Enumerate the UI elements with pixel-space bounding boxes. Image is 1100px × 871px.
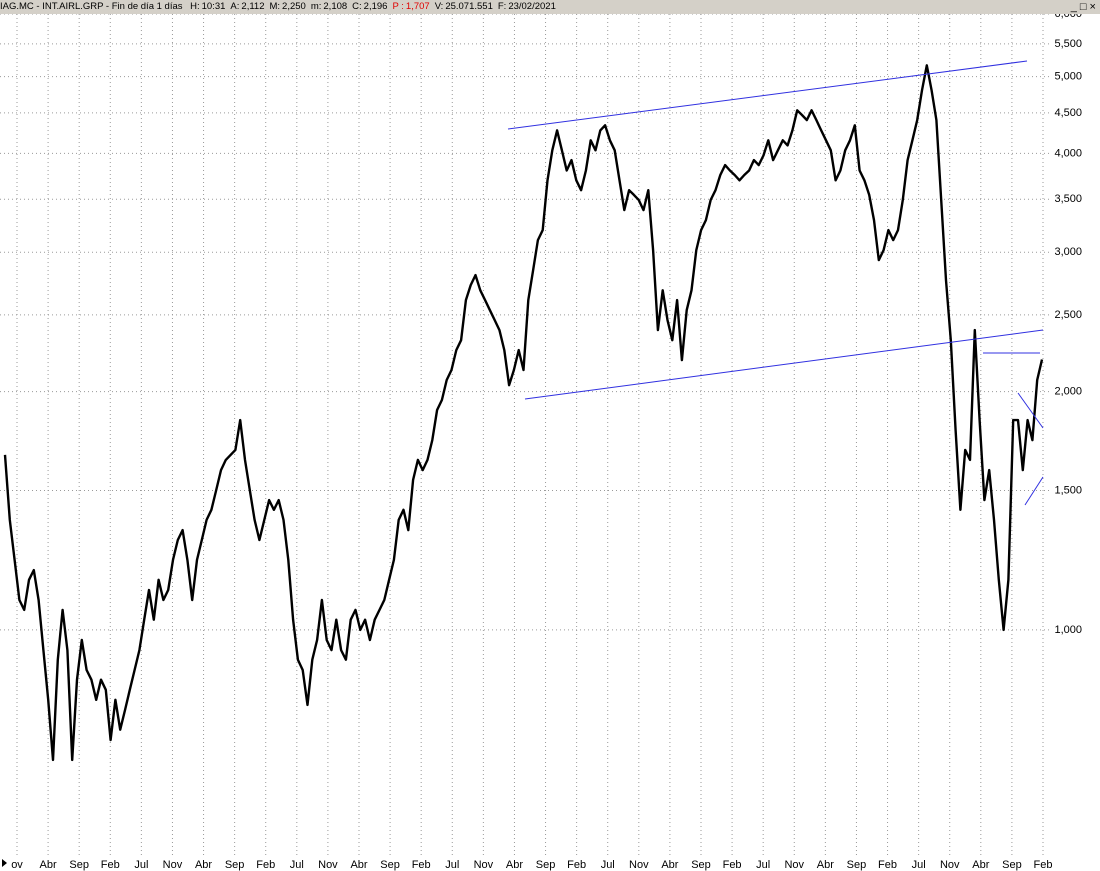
x-tick-label: Nov <box>318 859 338 871</box>
field: P :1,707 <box>392 1 429 12</box>
field-label: V: <box>434 1 444 12</box>
x-tick-label: Sep <box>1002 859 1022 871</box>
x-tick-label: Nov <box>163 859 183 871</box>
x-tick-label: Abr <box>195 859 212 871</box>
field: H: 10:31 <box>190 1 225 12</box>
x-tick-label: Jul <box>756 859 770 871</box>
x-tick-label: Nov <box>940 859 960 871</box>
field: M: 2,250 <box>269 1 305 12</box>
x-tick-label: Jul <box>290 859 304 871</box>
x-tick-label: Jul <box>912 859 926 871</box>
x-tick-label: Feb <box>101 859 120 871</box>
field-label: H: <box>190 1 200 12</box>
field: F: 23/02/2021 <box>498 1 556 12</box>
x-tick-label: Nov <box>629 859 649 871</box>
field-label: F: <box>497 1 507 12</box>
trend-line <box>1017 392 1044 429</box>
field-value: 25.071.551 <box>445 1 493 12</box>
x-tick-label: Abr <box>972 859 989 871</box>
y-tick-label: 1,000 <box>1054 624 1082 636</box>
x-tick-label: Abr <box>661 859 678 871</box>
y-tick-label: 3,500 <box>1054 193 1082 205</box>
x-tick-label: Feb <box>412 859 431 871</box>
y-tick-label: 4,500 <box>1054 107 1082 119</box>
field-value: 1,707 <box>405 1 430 12</box>
field-value: 2,196 <box>363 1 388 12</box>
x-tick-label: Abr <box>350 859 367 871</box>
field: V: 25.071.551 <box>435 1 493 12</box>
y-tick-label: 2,000 <box>1054 386 1082 398</box>
x-tick-label: Abr <box>506 859 523 871</box>
y-tick-label: 5,000 <box>1054 71 1082 83</box>
y-tick-label: 2,500 <box>1054 309 1082 321</box>
field-value: 23/02/2021 <box>508 1 556 12</box>
field-label: m: <box>310 1 322 12</box>
trend-line <box>524 329 1044 400</box>
field-label: A: <box>230 1 240 12</box>
x-tick-label: Feb <box>256 859 275 871</box>
field-label: P : <box>392 1 404 12</box>
x-tick-label: Nov <box>474 859 494 871</box>
field-value: 2,250 <box>282 1 306 12</box>
x-tick-label: Jul <box>134 859 148 871</box>
x-tick-label: Feb <box>1034 859 1053 871</box>
x-tick-label: Abr <box>817 859 834 871</box>
symbol: IAG.MC - INT.AIRL.GRP - Fin de día 1 día… <box>0 1 183 12</box>
x-tick-label: Sep <box>225 859 245 871</box>
y-tick-label: 3,000 <box>1054 246 1082 258</box>
field-value: 2,112 <box>241 1 265 12</box>
field: C: 2,196 <box>352 1 387 12</box>
field-value: 10:31 <box>201 1 226 12</box>
x-tick-label: Sep <box>691 859 711 871</box>
y-tick-label: 5,500 <box>1054 38 1082 50</box>
axes: 1,000 1,500 2,000 2,500 3,000 3,500 4,000 4,500… <box>0 8 1082 871</box>
x-tick-label: Jul <box>445 859 459 871</box>
x-tick-label: Sep <box>847 859 867 871</box>
field-label: C: <box>352 1 362 12</box>
field-label: M: <box>269 1 281 12</box>
x-tick-label: ov <box>11 859 23 871</box>
x-tick-label: Feb <box>878 859 897 871</box>
fields: H: 10:31 A: 2,112 M: 2,250 m: 2,108 C: 2,196 P :1,… <box>190 1 561 12</box>
x-tick-label: Abr <box>40 859 57 871</box>
x-tick-label: Sep <box>536 859 556 871</box>
trend-line <box>507 60 1028 130</box>
x-tick-label: Feb <box>723 859 742 871</box>
x-tick-label: Sep <box>69 859 89 871</box>
field-value: 2,108 <box>323 1 348 12</box>
price-line <box>3 64 1044 762</box>
y-tick-label: 1,500 <box>1054 484 1082 496</box>
y-tick-label: 4,000 <box>1054 147 1082 159</box>
x-tick-label: Feb <box>567 859 586 871</box>
field: A: 2,112 <box>230 1 264 12</box>
scroll-arrow[interactable] <box>2 859 7 867</box>
window-controls[interactable]: _ □ × <box>1070 1 1096 13</box>
x-tick-label: Sep <box>380 859 400 871</box>
x-tick-label: Jul <box>601 859 615 871</box>
x-tick-label: Nov <box>784 859 804 871</box>
trend-line <box>1024 476 1044 506</box>
title-bar: IAG.MC - INT.AIRL.GRP - Fin de día 1 día… <box>0 0 1100 14</box>
field: m: 2,108 <box>311 1 347 12</box>
